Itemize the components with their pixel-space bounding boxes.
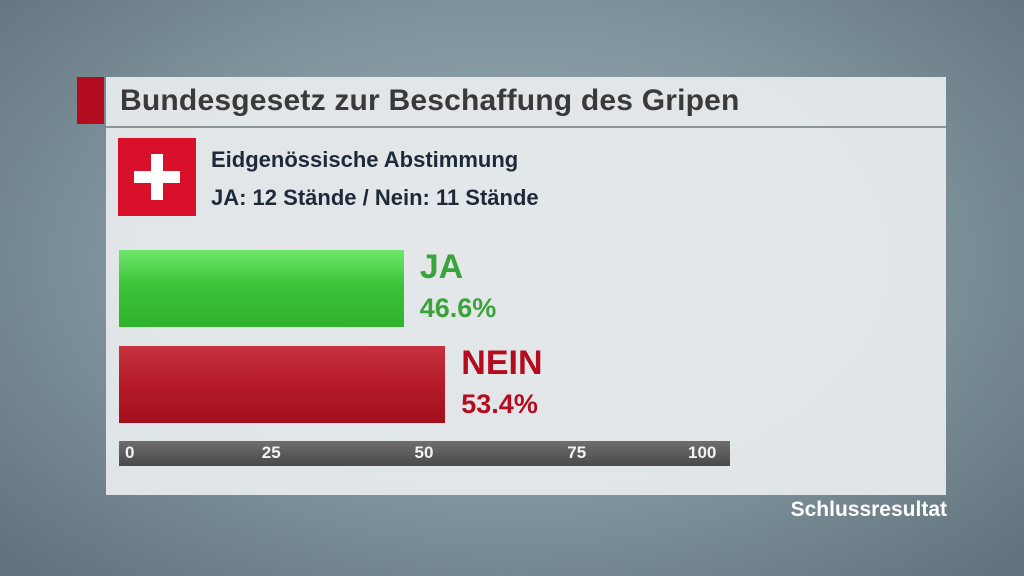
value-label-nein: 53.4% [461,389,538,419]
cantons-result-label: JA: 12 Stände / Nein: 11 Stände [211,185,539,210]
vote-type-label: Eidgenössische Abstimmung [211,147,519,172]
title-accent-bar [77,77,104,124]
value-label-ja: 46.6% [419,293,497,323]
x-tick-label: 50 [414,443,434,462]
bar-ja [119,250,404,327]
category-label-ja: JA [419,248,464,286]
title-divider [106,126,946,128]
x-tick-label: 75 [567,443,587,462]
final-result-label: Schlussresultat [790,498,947,521]
swiss-flag-icon [118,138,196,216]
bar-nein [119,346,446,423]
flag-cross-horizontal [134,171,180,183]
x-tick-label: 100 [688,443,717,462]
x-tick-label: 0 [125,443,135,462]
page-title: Bundesgesetz zur Beschaffung des Gripen [120,84,740,117]
category-label-nein: NEIN [461,344,543,382]
x-axis-bar [119,441,730,466]
x-tick-label: 25 [261,443,281,462]
